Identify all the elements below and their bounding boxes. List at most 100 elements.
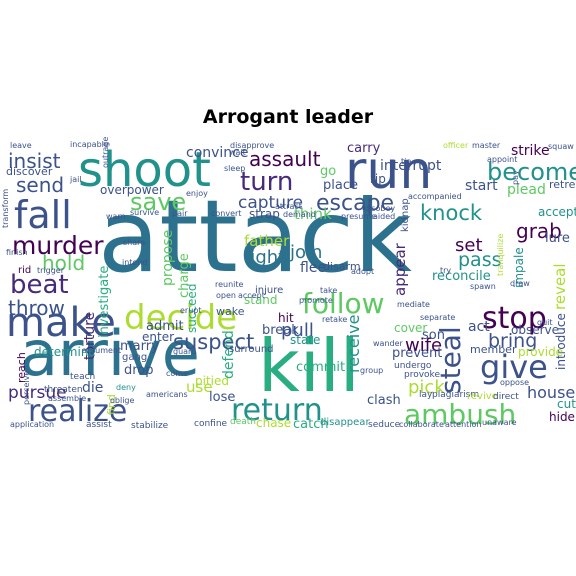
- word-accept: accept: [538, 205, 576, 219]
- word-group: group: [360, 366, 383, 375]
- word-arrive: arrive: [20, 317, 200, 390]
- word-follow: follow: [302, 287, 385, 320]
- word-stabilize: stabilize: [131, 421, 169, 431]
- word-aided: aided: [373, 212, 395, 221]
- word-chase: chase: [256, 416, 291, 430]
- word-give: give: [480, 348, 548, 386]
- word-unaware: unaware: [482, 418, 517, 427]
- word-assemble: assemble: [48, 394, 86, 403]
- word-reconcile: reconcile: [432, 269, 491, 284]
- word-kill: kill: [258, 324, 360, 408]
- word-make: make: [6, 300, 116, 346]
- word-take: take: [320, 286, 337, 295]
- word-attention: attention: [445, 420, 482, 429]
- word-shoot: shoot: [78, 142, 211, 198]
- word-squaw: squaw: [548, 142, 574, 151]
- word-assault: assault: [249, 147, 321, 171]
- word-introduce: introduce: [554, 313, 568, 370]
- word-ambush: ambush: [404, 398, 516, 431]
- word-teach: teach: [70, 372, 95, 382]
- word-separate: separate: [420, 313, 455, 322]
- word-transform: transform: [1, 189, 10, 228]
- word-carry: carry: [347, 141, 381, 156]
- word-act: act: [468, 319, 490, 335]
- word-determine: determine: [34, 345, 96, 359]
- word-escape: escape: [316, 191, 394, 216]
- word-go: go: [320, 164, 336, 179]
- word-defend: defend: [221, 330, 237, 379]
- word-commit: commit: [296, 360, 345, 375]
- word-confine: confine: [194, 419, 228, 429]
- word-demand: demand: [283, 210, 316, 219]
- word-kidnap: kidnap: [400, 198, 411, 232]
- word-become: become: [487, 158, 576, 186]
- word-presume: presume: [341, 212, 376, 221]
- word-gang: gang: [122, 352, 147, 363]
- word-knock: knock: [420, 201, 483, 225]
- word-rip: rip: [370, 172, 386, 186]
- word-pick: pick: [408, 377, 445, 398]
- word-hide: hide: [549, 410, 575, 424]
- word-leave: leave: [10, 141, 32, 150]
- word-share: share: [123, 238, 145, 247]
- word-charge: charge: [177, 253, 192, 298]
- word-wake: wake: [216, 305, 245, 318]
- word-disapprove: disapprove: [230, 141, 274, 150]
- word-tie: tie: [401, 157, 411, 166]
- word-pursue: pursue: [8, 383, 67, 403]
- word-incapable: incapable: [70, 140, 109, 149]
- word-retake: retake: [322, 315, 347, 324]
- word-bring: bring: [488, 330, 537, 352]
- word-fall: fall: [14, 193, 72, 237]
- word-return: return: [231, 393, 323, 428]
- word-accompanied: accompanied: [408, 192, 462, 201]
- word-son: son: [422, 328, 445, 343]
- word-attack: attack: [98, 178, 412, 295]
- word-join: join: [289, 242, 322, 263]
- word-pair: pair: [172, 209, 188, 218]
- word-pitied: pitied: [195, 374, 229, 388]
- word-reunite: reunite: [215, 280, 244, 289]
- word-open: open: [216, 291, 236, 300]
- word-beat: beat: [10, 270, 69, 300]
- word-overpower: overpower: [100, 183, 164, 197]
- word-injure: injure: [255, 285, 283, 296]
- word-trigger: trigger: [37, 266, 65, 275]
- word-state: state: [290, 333, 320, 347]
- word-reach: reach: [15, 352, 28, 383]
- word-flee: flee: [300, 260, 326, 276]
- word-surround: surround: [229, 344, 274, 355]
- word-disobey: disobey: [364, 204, 395, 213]
- word-promote: promote: [299, 296, 333, 305]
- word-adopt: adopt: [351, 267, 374, 276]
- word-wife: wife: [405, 335, 442, 356]
- word-provoke: provoke: [404, 370, 440, 380]
- word-murder: murder: [12, 231, 104, 260]
- word-break: break: [262, 323, 299, 338]
- word-capture: capture: [238, 193, 303, 213]
- word-run: run: [345, 141, 432, 201]
- word-come: come: [166, 369, 188, 378]
- word-father: father: [244, 232, 290, 250]
- word-lay: lay: [419, 390, 433, 400]
- word-save: save: [130, 188, 186, 216]
- word-enter: enter: [142, 330, 174, 344]
- word-try: try: [440, 266, 451, 275]
- word-suspect: suspect: [173, 330, 254, 354]
- word-steal: steal: [434, 326, 467, 394]
- word-observe: observe: [511, 323, 559, 337]
- word-revive: revive: [467, 391, 498, 402]
- word-quit: quit: [537, 318, 553, 327]
- word-direct: direct: [493, 392, 519, 402]
- word-send: send: [16, 173, 64, 197]
- word-finish: finish: [6, 248, 28, 257]
- word-prevent: prevent: [392, 346, 442, 361]
- word-mediate: mediate: [397, 300, 430, 309]
- word-pass: pass: [458, 249, 502, 271]
- word-appear: appear: [391, 242, 409, 296]
- word-insist: insist: [8, 149, 61, 173]
- word-draw: draw: [510, 279, 530, 288]
- word-hit: hit: [278, 311, 294, 325]
- word-americans: americans: [146, 390, 188, 399]
- word-strap: strap: [249, 207, 280, 221]
